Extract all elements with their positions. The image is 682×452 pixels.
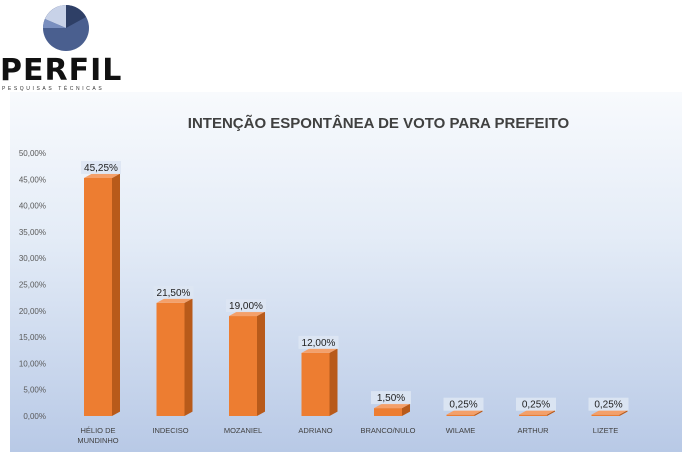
data-label: 1,50%: [377, 393, 405, 404]
bar-side: [402, 403, 410, 416]
bar-top: [446, 410, 483, 415]
bar: [301, 352, 330, 416]
y-tick-label: 35,00%: [19, 228, 46, 237]
category-label: ARTHUR: [517, 426, 549, 435]
bar-side: [619, 410, 628, 416]
data-label: 12,00%: [302, 338, 336, 349]
bar-side: [547, 410, 555, 416]
bar-top: [374, 403, 410, 409]
y-tick-label: 5,00%: [23, 386, 46, 395]
data-label: 21,50%: [157, 288, 191, 299]
y-tick-label: 10,00%: [19, 359, 46, 368]
logo-tagline: PESQUISAS TÉCNICAS: [2, 86, 105, 92]
data-label-bg: [298, 335, 339, 349]
y-tick-label: 40,00%: [19, 202, 46, 211]
bar-top: [229, 311, 265, 317]
category-label: LIZETE: [593, 426, 618, 435]
bar-side: [184, 298, 193, 416]
category-label: INDECISO: [152, 426, 188, 435]
bar: [591, 414, 620, 416]
bar-top: [84, 173, 120, 178]
bar: [229, 316, 257, 416]
data-label-bg: [516, 397, 556, 411]
category-label: WILAME: [446, 426, 476, 435]
category-label: HÉLIO DE: [80, 426, 115, 435]
bar: [156, 302, 185, 416]
chart-panel: INTENÇÃO ESPONTÂNEA DE VOTO PARA PREFEIT…: [10, 92, 682, 452]
y-tick-label: 50,00%: [19, 149, 46, 158]
bar-side: [112, 173, 120, 416]
bar: [446, 414, 475, 416]
y-tick-label: 25,00%: [19, 281, 46, 290]
y-tick-label: 0,00%: [23, 412, 46, 421]
data-label-bg: [588, 397, 629, 411]
bar-side: [474, 410, 483, 416]
logo-pie-icon: [43, 5, 89, 51]
category-label: MOZANIEL: [224, 426, 262, 435]
y-tick-label: 20,00%: [19, 307, 46, 316]
y-tick-label: 30,00%: [19, 254, 46, 263]
y-tick-label: 45,00%: [19, 175, 46, 184]
bar-top: [301, 348, 338, 353]
data-label: 19,00%: [229, 301, 263, 312]
data-label: 0,25%: [594, 400, 622, 411]
bar: [374, 408, 402, 416]
data-label-bg: [153, 285, 194, 299]
data-label-bg: [81, 160, 121, 174]
bar-top: [519, 410, 555, 415]
data-label: 0,25%: [522, 400, 550, 411]
logo-wordmark: PERFIL: [0, 53, 123, 88]
bar-top: [591, 410, 628, 415]
data-label: 0,25%: [449, 400, 477, 411]
category-label: MUNDINHO: [77, 436, 118, 445]
perfil-logo: PERFIL PESQUISAS TÉCNICAS: [0, 0, 140, 92]
bar-side: [329, 348, 338, 416]
data-label: 45,25%: [84, 163, 118, 174]
data-label-bg: [371, 391, 411, 405]
y-tick-label: 15,00%: [19, 333, 46, 342]
bar: [84, 177, 112, 416]
category-label: ADRIANO: [298, 426, 332, 435]
bar: [519, 414, 547, 416]
bar-top: [156, 298, 193, 303]
category-label: BRANCO/NULO: [360, 426, 415, 435]
data-label-bg: [226, 299, 266, 313]
bar-side: [257, 311, 265, 416]
chart-title: INTENÇÃO ESPONTÂNEA DE VOTO PARA PREFEIT…: [187, 115, 570, 132]
data-label-bg: [443, 397, 484, 411]
